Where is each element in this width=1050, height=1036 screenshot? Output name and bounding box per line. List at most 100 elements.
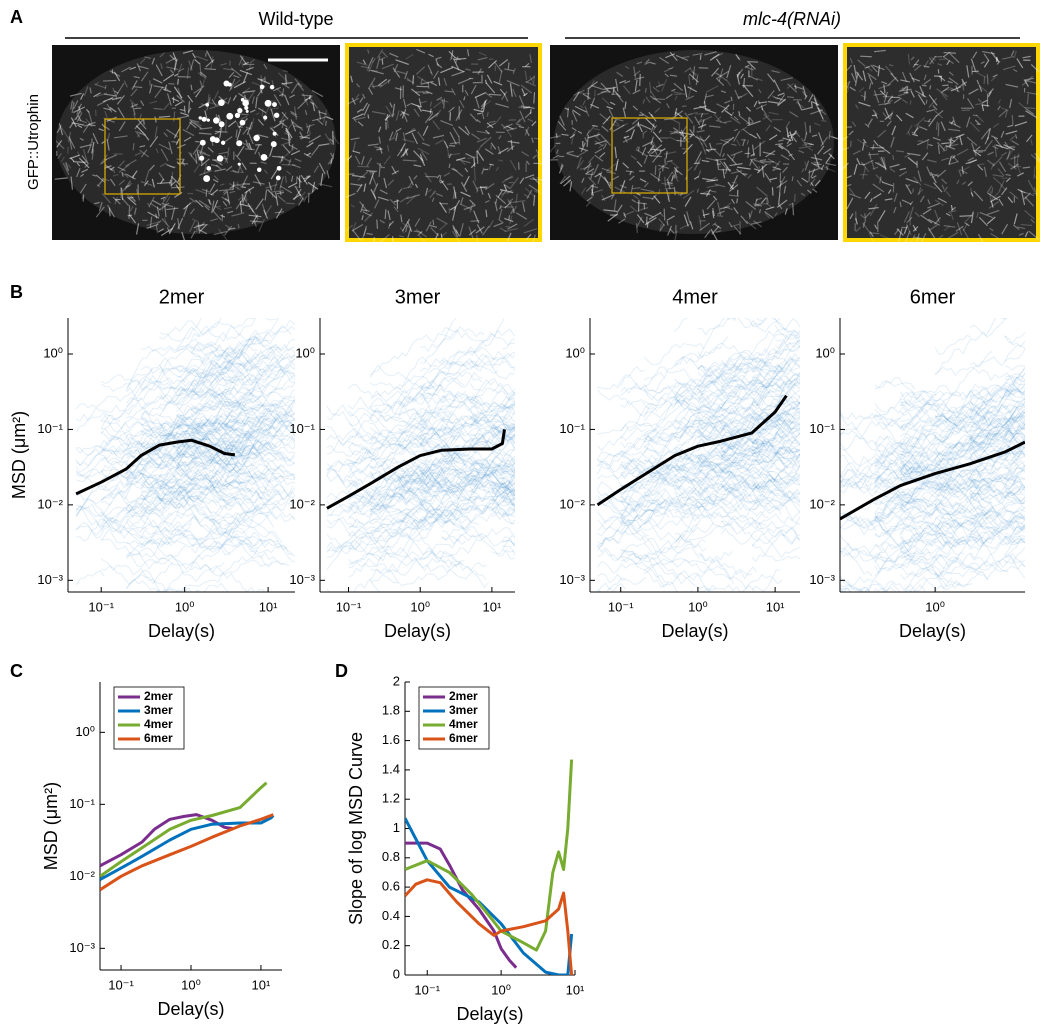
panel-label: D xyxy=(335,661,348,681)
filament xyxy=(945,212,951,217)
trace xyxy=(491,423,515,435)
filament xyxy=(395,59,409,66)
filament xyxy=(619,79,627,84)
trace xyxy=(501,391,515,404)
filament xyxy=(269,127,279,136)
filament xyxy=(415,229,428,238)
filament xyxy=(801,91,807,97)
filament xyxy=(534,137,541,140)
filament xyxy=(239,203,250,207)
filament xyxy=(240,115,248,120)
filament xyxy=(898,228,903,242)
trace xyxy=(874,457,920,471)
filament xyxy=(818,132,824,145)
filament xyxy=(1030,218,1035,224)
filament xyxy=(329,138,334,143)
trace xyxy=(140,514,290,567)
filament xyxy=(525,76,536,84)
filament xyxy=(937,197,947,204)
filament xyxy=(840,147,850,152)
filament xyxy=(379,189,388,195)
bright-spot xyxy=(237,108,243,114)
filament xyxy=(585,168,595,175)
filament xyxy=(313,165,319,173)
filament xyxy=(868,152,872,160)
trace xyxy=(899,502,965,535)
filament xyxy=(873,93,884,96)
filament xyxy=(586,161,592,173)
filament xyxy=(311,90,324,98)
filament xyxy=(855,217,858,225)
trace xyxy=(159,361,295,382)
filament xyxy=(57,153,62,160)
filament xyxy=(273,178,279,191)
filament xyxy=(190,84,193,91)
filament xyxy=(991,189,1001,201)
filament xyxy=(223,67,234,71)
filament xyxy=(971,142,977,157)
filament xyxy=(880,156,887,169)
filament xyxy=(350,137,360,141)
trace-cloud xyxy=(840,318,1025,592)
trace xyxy=(721,427,800,448)
filament xyxy=(755,197,763,201)
trace xyxy=(224,420,295,452)
filament xyxy=(133,75,140,79)
y-tick-label: 10⁰ xyxy=(565,345,585,360)
trace xyxy=(140,430,206,441)
filament xyxy=(746,60,756,70)
filament xyxy=(223,190,228,196)
filament xyxy=(716,116,722,121)
filament xyxy=(1004,110,1008,118)
filament xyxy=(173,59,177,72)
filament xyxy=(307,181,319,190)
filament xyxy=(831,136,845,141)
trace xyxy=(369,427,395,439)
filament xyxy=(448,50,456,59)
filament xyxy=(760,197,767,204)
filament xyxy=(308,96,318,109)
filament xyxy=(950,138,956,143)
trace xyxy=(899,519,1025,544)
filament xyxy=(212,199,219,212)
filament xyxy=(912,224,917,232)
filament xyxy=(1024,209,1035,220)
filament xyxy=(54,177,68,180)
filament xyxy=(106,138,110,151)
filament xyxy=(459,100,465,109)
filament xyxy=(982,50,996,55)
trace xyxy=(934,520,988,530)
filament xyxy=(804,160,810,171)
trace xyxy=(159,430,252,461)
filament xyxy=(484,199,490,204)
filament xyxy=(793,193,796,202)
trace xyxy=(840,460,917,491)
bright-spot xyxy=(226,112,234,120)
trace xyxy=(674,532,708,553)
trace xyxy=(643,398,681,422)
filament xyxy=(700,112,704,118)
filament xyxy=(921,152,929,161)
trace xyxy=(159,449,264,487)
trace xyxy=(155,538,279,592)
filament xyxy=(746,121,754,125)
filament xyxy=(766,197,769,204)
trace xyxy=(1004,373,1025,382)
filament xyxy=(858,87,865,93)
filament xyxy=(600,82,611,94)
filament xyxy=(755,203,762,207)
y-tick-label: 10⁻¹ xyxy=(69,796,95,811)
filament xyxy=(435,109,442,118)
filament xyxy=(711,225,720,235)
trace xyxy=(674,492,736,531)
trace xyxy=(900,469,925,478)
filament xyxy=(716,142,723,145)
trace xyxy=(697,426,731,441)
bright-spot xyxy=(206,166,212,171)
filament xyxy=(292,121,304,131)
trace xyxy=(697,454,800,499)
filament xyxy=(607,213,619,222)
filament xyxy=(712,207,715,217)
filament xyxy=(828,152,835,160)
filament xyxy=(927,199,931,205)
